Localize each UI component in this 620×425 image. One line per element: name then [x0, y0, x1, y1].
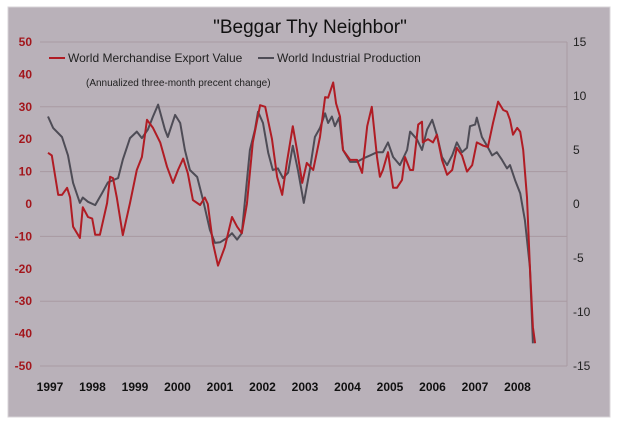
y-left-tick-label: 40 [19, 67, 33, 81]
legend-label-export: World Merchandise Export Value [68, 51, 243, 65]
chart-subtitle: (Annualized three-month precent change) [86, 78, 271, 89]
legend: World Merchandise Export Value World Ind… [49, 51, 421, 65]
axis-ticks: 50403020100-10-20-30-40-50151050-5-10-15… [15, 35, 591, 394]
y-right-tick-label: -15 [573, 359, 591, 373]
series-line-industrial-production [47, 103, 534, 344]
x-tick-label: 1999 [122, 380, 149, 394]
legend-label-production: World Industrial Production [277, 51, 421, 65]
x-tick-label: 2003 [292, 380, 319, 394]
y-left-tick-label: -50 [15, 359, 33, 373]
x-tick-label: 2002 [249, 380, 276, 394]
y-left-tick-label: -30 [15, 294, 33, 308]
y-right-tick-label: -10 [573, 305, 591, 319]
x-tick-label: 2001 [207, 380, 234, 394]
y-left-tick-label: 0 [25, 197, 32, 211]
series-line-export-value [47, 81, 537, 344]
gridlines [40, 41, 567, 302]
chart-title: "Beggar Thy Neighbor" [213, 17, 407, 38]
x-tick-label: 2005 [377, 380, 404, 394]
y-right-tick-label: 15 [573, 35, 587, 49]
y-right-tick-label: 5 [573, 143, 580, 157]
series-lines [47, 81, 537, 344]
y-left-tick-label: -10 [15, 229, 33, 243]
y-left-tick-label: 50 [19, 35, 33, 49]
y-left-tick-label: -40 [15, 327, 33, 341]
y-right-tick-label: -5 [573, 251, 584, 265]
x-tick-label: 2004 [334, 380, 361, 394]
x-tick-label: 1997 [37, 380, 64, 394]
y-left-tick-label: 10 [19, 165, 33, 179]
y-left-tick-label: -20 [15, 262, 33, 276]
x-tick-label: 2000 [164, 380, 191, 394]
y-left-tick-label: 20 [19, 132, 33, 146]
x-tick-label: 2007 [462, 380, 489, 394]
y-left-tick-label: 30 [19, 100, 33, 114]
y-right-tick-label: 10 [573, 89, 587, 103]
y-right-tick-label: 0 [573, 197, 580, 211]
x-tick-label: 2008 [504, 380, 531, 394]
chart-background [7, 6, 611, 418]
x-tick-label: 2006 [419, 380, 446, 394]
x-tick-label: 1998 [79, 380, 106, 394]
